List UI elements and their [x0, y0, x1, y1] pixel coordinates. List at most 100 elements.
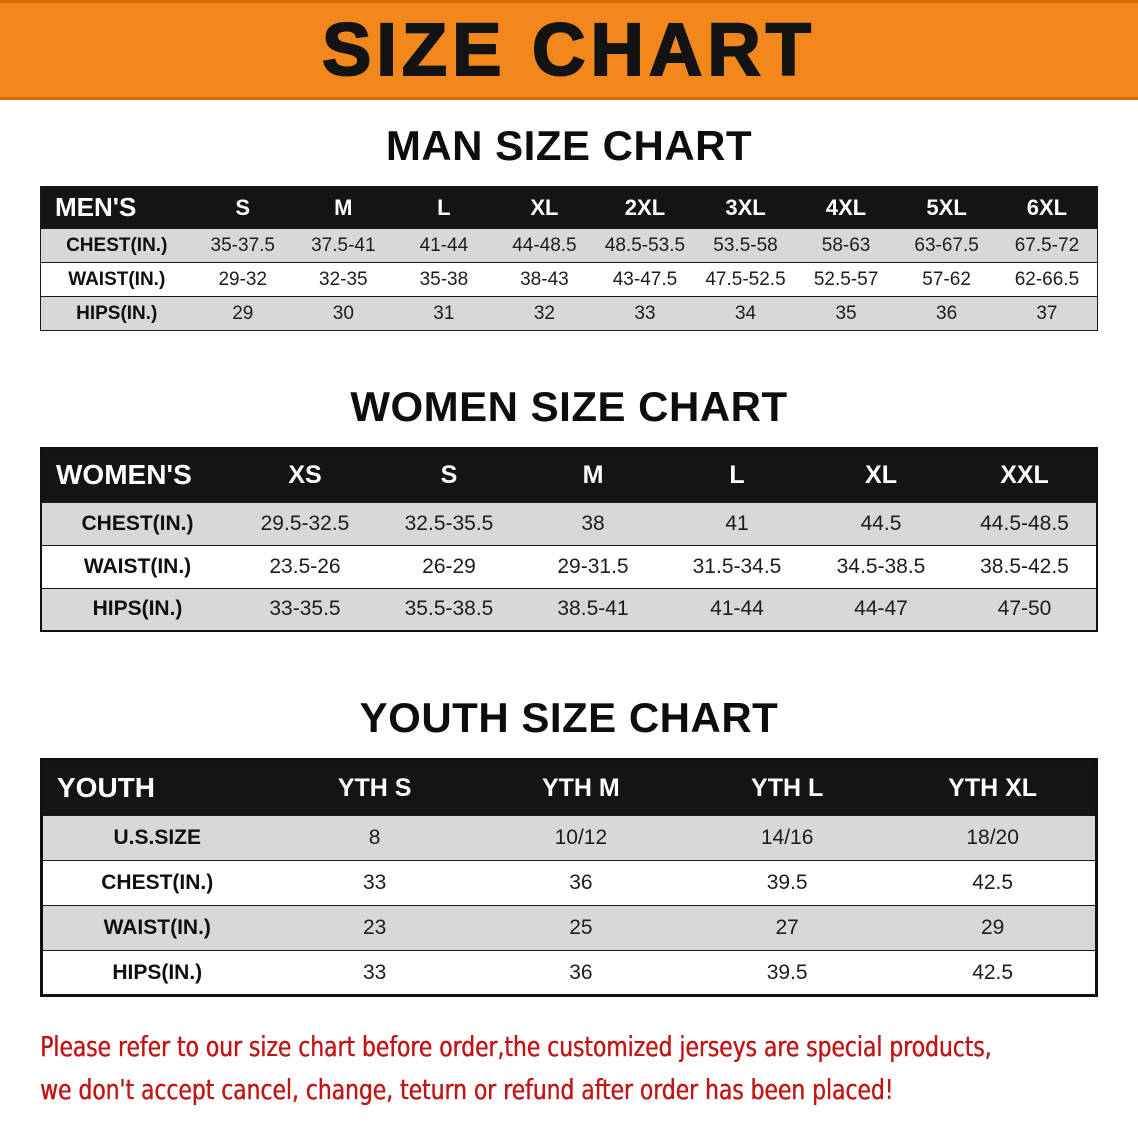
measurement-value-cell: 41-44 [393, 228, 495, 263]
size-chart-title: SIZE CHART [321, 8, 816, 91]
youth-size-chart-heading: YOUTH SIZE CHART [359, 694, 779, 741]
measurement-value-cell: 33 [271, 950, 478, 996]
youth-size-table: YOUTH YTH S YTH M YTH L YTH XL U.S.SIZE 8 10/12… [40, 758, 1098, 997]
size-header-cell: 4XL [795, 186, 897, 229]
size-chart-banner: SIZE CHART [0, 0, 1138, 100]
measurement-value-cell: 39.5 [684, 860, 891, 906]
measurement-label-cell: WAIST(IN.) [40, 262, 193, 297]
measurement-value-cell: 35-38 [393, 262, 495, 297]
measurement-value-cell: 26-29 [377, 544, 521, 588]
measurement-value-cell: 31 [393, 296, 495, 331]
measurement-value-cell: 29-31.5 [521, 544, 665, 588]
measurement-value-cell: 29 [192, 296, 294, 331]
measurement-value-cell: 63-67.5 [896, 228, 997, 263]
measurement-label-cell: CHEST(IN.) [41, 860, 272, 906]
measurement-value-cell: 33-35.5 [233, 587, 377, 631]
measurement-value-cell: 35 [795, 296, 897, 331]
measurement-value-cell: 58-63 [795, 228, 897, 263]
size-header-cell: M [521, 448, 665, 502]
measurement-value-cell: 30 [293, 296, 394, 331]
measurement-value-cell: 25 [477, 905, 684, 951]
measurement-value-cell: 23.5-26 [233, 544, 377, 588]
size-header-cell: 5XL [896, 186, 997, 229]
measurement-value-cell: 38-43 [494, 262, 595, 297]
table-header-row: WOMEN'S XS S M L XL XXL [41, 448, 1097, 502]
size-header-cell: XL [809, 448, 953, 502]
measurement-value-cell: 35-37.5 [192, 228, 294, 263]
measurement-row: WAIST(IN.) 23.5-26 26-29 29-31.5 31.5-34.5 34… [41, 544, 1097, 588]
measurement-value-cell: 44-48.5 [494, 228, 595, 263]
measurement-value-cell: 33 [594, 296, 696, 331]
measurement-value-cell: 36 [477, 950, 684, 996]
measurement-value-cell: 41-44 [665, 587, 809, 631]
women-size-chart-heading: WOMEN SIZE CHART [350, 383, 788, 430]
measurement-value-cell: 62-66.5 [996, 262, 1098, 297]
measurement-value-cell: 44.5 [809, 501, 953, 545]
measurement-value-cell: 31.5-34.5 [665, 544, 809, 588]
measurement-value-cell: 52.5-57 [795, 262, 897, 297]
table-title-cell: MEN'S [40, 186, 193, 229]
measurement-value-cell: 48.5-53.5 [594, 228, 696, 263]
measurement-value-cell: 47.5-52.5 [695, 262, 796, 297]
women-size-chart-section: WOMEN SIZE CHART WOMEN'S XS S M L XL XXL CHEST(… [0, 383, 1138, 632]
measurement-label-cell: HIPS(IN.) [40, 296, 193, 331]
measurement-value-cell: 32.5-35.5 [377, 501, 521, 545]
table-title-cell: YOUTH [41, 759, 272, 816]
size-header-cell: L [665, 448, 809, 502]
measurement-value-cell: 8 [271, 815, 478, 861]
size-header-cell: YTH S [271, 759, 478, 816]
measurement-value-cell: 42.5 [890, 950, 1097, 996]
measurement-value-cell: 42.5 [890, 860, 1097, 906]
measurement-value-cell: 38.5-42.5 [953, 544, 1097, 588]
measurement-row: HIPS(IN.) 29 30 31 32 33 34 35 36 37 [40, 296, 1098, 331]
measurement-value-cell: 53.5-58 [695, 228, 796, 263]
measurement-value-cell: 43-47.5 [594, 262, 696, 297]
measurement-value-cell: 34.5-38.5 [809, 544, 953, 588]
measurement-value-cell: 67.5-72 [996, 228, 1098, 263]
measurement-label-cell: WAIST(IN.) [41, 905, 272, 951]
size-header-cell: XL [494, 186, 595, 229]
measurement-value-cell: 37.5-41 [293, 228, 394, 263]
measurement-value-cell: 39.5 [684, 950, 891, 996]
measurement-value-cell: 29 [890, 905, 1097, 951]
men-size-table: MEN'S S M L XL 2XL 3XL 4XL 5XL 6XL CHEST(IN.) 35-37… [40, 186, 1098, 331]
measurement-value-cell: 32 [494, 296, 595, 331]
disclaimer-line-1: Please refer to our size chart before or… [40, 1030, 992, 1063]
measurement-value-cell: 23 [271, 905, 478, 951]
measurement-value-cell: 44-47 [809, 587, 953, 631]
measurement-value-cell: 18/20 [890, 815, 1097, 861]
size-header-cell: 2XL [594, 186, 696, 229]
measurement-row: WAIST(IN.) 29-32 32-35 35-38 38-43 43-47.5 47.… [40, 262, 1098, 297]
size-header-cell: S [192, 186, 294, 229]
measurement-value-cell: 33 [271, 860, 478, 906]
measurement-value-cell: 29-32 [192, 262, 294, 297]
measurement-value-cell: 44.5-48.5 [953, 501, 1097, 545]
measurement-row: U.S.SIZE 8 10/12 14/16 18/20 [41, 815, 1097, 861]
size-header-cell: 3XL [695, 186, 796, 229]
measurement-label-cell: U.S.SIZE [41, 815, 272, 861]
measurement-value-cell: 36 [477, 860, 684, 906]
measurement-value-cell: 29.5-32.5 [233, 501, 377, 545]
measurement-value-cell: 38 [521, 501, 665, 545]
measurement-value-cell: 27 [684, 905, 891, 951]
measurement-row: CHEST(IN.) 35-37.5 37.5-41 41-44 44-48.5 48.5… [40, 228, 1098, 263]
measurement-label-cell: CHEST(IN.) [41, 501, 233, 545]
measurement-row: CHEST(IN.) 29.5-32.5 32.5-35.5 38 41 44.5 44.5… [41, 501, 1097, 545]
size-header-cell: YTH L [684, 759, 891, 816]
size-header-cell: S [377, 448, 521, 502]
men-size-chart-section: MAN SIZE CHART MEN'S S M L XL 2XL 3XL 4XL 5XL 6XL… [0, 122, 1138, 331]
measurement-value-cell: 36 [896, 296, 997, 331]
measurement-row: CHEST(IN.) 33 36 39.5 42.5 [41, 860, 1097, 906]
men-size-chart-heading: MAN SIZE CHART [385, 122, 753, 169]
size-header-cell: L [393, 186, 495, 229]
measurement-label-cell: WAIST(IN.) [41, 544, 233, 588]
measurement-label-cell: HIPS(IN.) [41, 587, 233, 631]
measurement-label-cell: HIPS(IN.) [41, 950, 272, 996]
measurement-value-cell: 32-35 [293, 262, 394, 297]
table-title-cell: WOMEN'S [41, 448, 233, 502]
table-header-row: MEN'S S M L XL 2XL 3XL 4XL 5XL 6XL [40, 186, 1098, 229]
size-header-cell: YTH M [477, 759, 684, 816]
measurement-value-cell: 35.5-38.5 [377, 587, 521, 631]
size-header-cell: XXL [953, 448, 1097, 502]
size-header-cell: YTH XL [890, 759, 1097, 816]
